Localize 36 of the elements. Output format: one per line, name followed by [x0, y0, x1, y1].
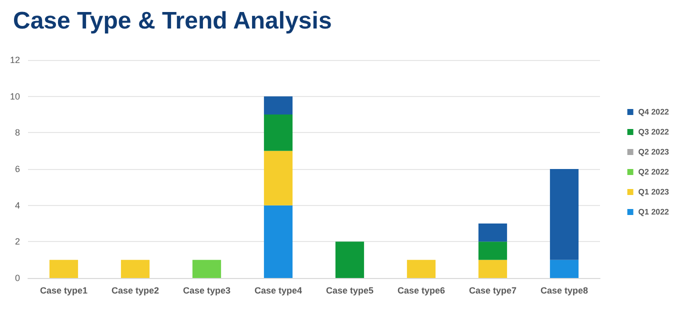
legend-label: Q4 2022 — [638, 108, 670, 116]
y-tick-label: 0 — [14, 273, 20, 283]
x-tick-label: Case type8 — [540, 286, 588, 296]
x-tick-label: Case type6 — [397, 286, 446, 296]
x-tick-label: Case type7 — [468, 286, 517, 296]
y-tick-label: 10 — [10, 91, 20, 102]
bar — [406, 260, 436, 278]
bar — [478, 242, 508, 260]
x-tick-label: Case type3 — [182, 286, 231, 296]
x-tick-label: Case type4 — [254, 286, 302, 296]
bar — [550, 260, 579, 278]
x-tick-label: Case type2 — [111, 286, 160, 296]
y-tick-label: 8 — [14, 128, 20, 138]
x-tick-label: Case type5 — [326, 286, 374, 296]
legend-label: Q2 2023 — [638, 148, 670, 156]
bar — [264, 114, 293, 151]
chart-title: Case Type & Trend Analysis — [13, 8, 332, 34]
bar — [478, 224, 508, 242]
bar — [264, 150, 293, 206]
bar — [120, 260, 150, 278]
bar — [49, 260, 78, 278]
bar — [192, 260, 222, 278]
bar — [264, 205, 293, 278]
legend-label: Q3 2022 — [638, 128, 670, 136]
y-tick-label: 4 — [14, 200, 20, 210]
y-tick-label: 6 — [14, 164, 20, 174]
y-tick-label: 2 — [14, 236, 20, 247]
bar — [550, 169, 579, 260]
bar — [264, 96, 293, 114]
bar — [478, 260, 508, 278]
x-tick-label: Case type1 — [40, 286, 88, 296]
y-tick-label: 12 — [10, 55, 20, 65]
legend-label: Q1 2022 — [638, 208, 670, 216]
legend-label: Q2 2022 — [638, 168, 670, 176]
bar — [335, 242, 364, 278]
legend-label: Q1 2023 — [638, 188, 670, 196]
